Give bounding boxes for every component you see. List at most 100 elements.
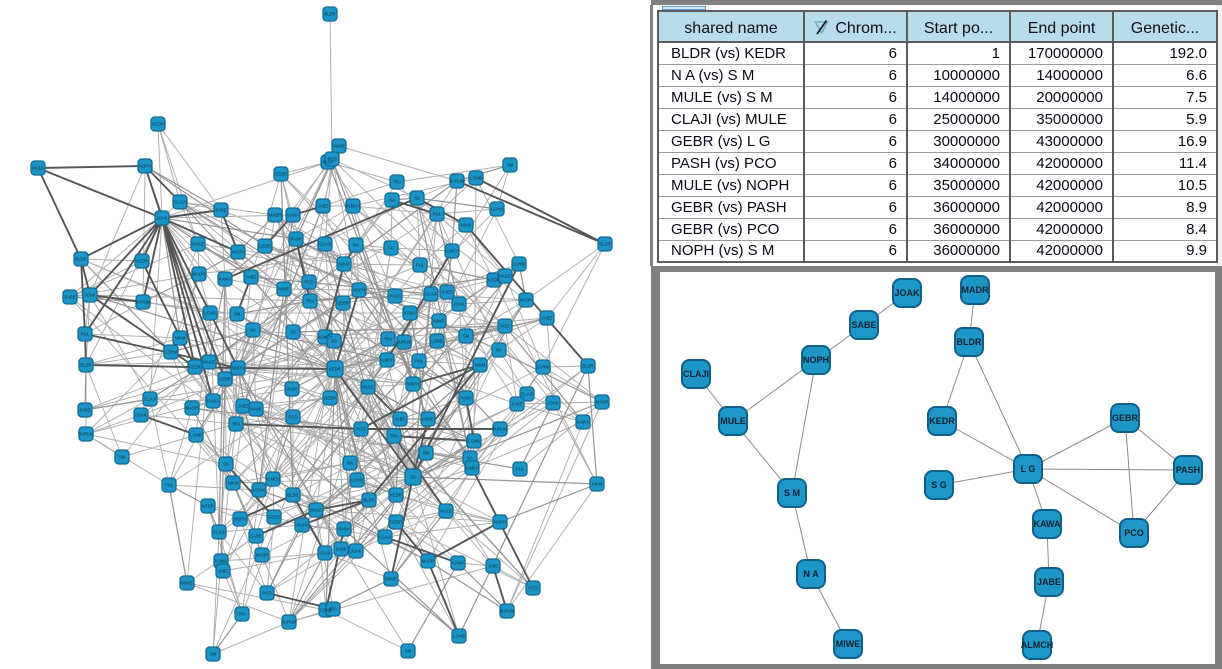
svg-text:JABE: JABE [318, 204, 329, 209]
svg-text:KEDR: KEDR [390, 493, 402, 498]
svg-text:BURUM: BURUM [78, 432, 94, 437]
svg-text:MULE: MULE [203, 360, 215, 365]
svg-text:PASH: PASH [338, 527, 349, 532]
svg-text:N A: N A [803, 569, 819, 579]
svg-text:NIKM: NIKM [475, 363, 486, 368]
svg-text:S M: S M [784, 488, 800, 498]
svg-text:LGNB: LGNB [431, 339, 443, 344]
svg-text:LCHM: LCHM [537, 365, 549, 370]
svg-text:TRA: TRA [306, 299, 315, 304]
svg-text:MADR: MADR [596, 400, 608, 405]
svg-text:BURUM: BURUM [396, 340, 412, 345]
svg-text:KEDR: KEDR [202, 504, 214, 509]
svg-text:PCO: PCO [500, 324, 510, 329]
svg-text:TRA: TRA [384, 337, 393, 342]
svg-text:NA: NA [496, 348, 502, 353]
svg-text:SABE: SABE [335, 547, 346, 552]
svg-text:MULE: MULE [440, 509, 452, 514]
svg-text:PASH: PASH [290, 237, 301, 242]
svg-text:CLAJI: CLAJI [213, 530, 224, 535]
svg-text:BURUM: BURUM [499, 609, 515, 614]
svg-text:JOAK: JOAK [454, 302, 465, 307]
svg-text:GEBR: GEBR [219, 377, 231, 382]
svg-text:SM: SM [405, 649, 412, 654]
svg-text:BURUM: BURUM [492, 427, 508, 432]
svg-text:BLDR: BLDR [324, 12, 335, 17]
svg-text:CLAJI: CLAJI [521, 392, 532, 397]
svg-text:LCHM: LCHM [351, 478, 363, 483]
svg-text:JOAK: JOAK [320, 551, 331, 556]
svg-text:MIWE: MIWE [385, 577, 397, 582]
svg-text:LGNB: LGNB [470, 176, 482, 181]
svg-text:BLDR: BLDR [582, 364, 593, 369]
svg-text:JABE: JABE [218, 569, 229, 574]
svg-text:SABE: SABE [511, 402, 522, 407]
svg-text:PASH: PASH [322, 160, 333, 165]
svg-text:PASH: PASH [389, 294, 400, 299]
svg-text:CLAJI: CLAJI [683, 369, 709, 379]
svg-text:GEBR: GEBR [259, 244, 271, 249]
svg-text:JABE: JABE [488, 564, 499, 569]
svg-text:SM: SM [119, 455, 126, 460]
svg-text:GEBR: GEBR [268, 515, 280, 520]
svg-text:NIKM: NIKM [175, 336, 186, 341]
svg-text:PUL: PUL [415, 359, 424, 364]
svg-text:PCO: PCO [1124, 528, 1144, 538]
svg-text:NA: NA [353, 243, 359, 248]
svg-text:NA: NA [389, 198, 395, 203]
svg-text:PUL: PUL [416, 263, 425, 268]
svg-text:JABE: JABE [542, 316, 553, 321]
svg-text:SM: SM [234, 312, 241, 317]
svg-text:KEDR: KEDR [929, 416, 955, 426]
svg-text:TRA: TRA [238, 612, 247, 617]
svg-text:KAWA: KAWA [219, 277, 231, 282]
svg-text:JABE: JABE [238, 404, 249, 409]
svg-text:JABE: JABE [1037, 577, 1061, 587]
svg-text:SABE: SABE [64, 295, 75, 300]
svg-text:MADR: MADR [520, 298, 532, 303]
svg-text:SABE: SABE [851, 320, 876, 330]
svg-text:BURUM: BURUM [281, 620, 297, 625]
svg-text:LGNB: LGNB [190, 433, 202, 438]
svg-text:NOPH: NOPH [234, 517, 246, 522]
svg-text:MIWE: MIWE [836, 639, 861, 649]
svg-text:MADR: MADR [256, 553, 268, 558]
svg-text:SG: SG [410, 475, 416, 480]
svg-text:SM: SM [210, 652, 217, 657]
svg-text:BLDR: BLDR [80, 363, 91, 368]
svg-text:KAWA: KAWA [404, 311, 416, 316]
svg-text:MULE: MULE [32, 166, 44, 171]
svg-text:MIWE: MIWE [278, 287, 290, 292]
svg-text:TRA: TRA [232, 422, 241, 427]
svg-text:MADR: MADR [193, 272, 205, 277]
svg-text:TRA: TRA [390, 434, 399, 439]
svg-text:SABE: SABE [79, 408, 90, 413]
svg-text:NIKM: NIKM [592, 482, 603, 487]
svg-text:L G: L G [1021, 464, 1036, 474]
svg-text:BLDR: BLDR [75, 257, 86, 262]
svg-text:BURUM: BURUM [449, 179, 465, 184]
svg-text:KEDR: KEDR [189, 365, 201, 370]
svg-text:BLDR: BLDR [957, 337, 982, 347]
svg-text:MIWE: MIWE [250, 407, 262, 412]
svg-text:NOPH: NOPH [803, 355, 829, 365]
svg-text:LCHM: LCHM [165, 350, 177, 355]
svg-text:SG: SG [290, 330, 296, 335]
svg-text:PASH: PASH [296, 523, 307, 528]
svg-text:NOPH: NOPH [494, 520, 506, 525]
svg-text:MULE: MULE [192, 242, 204, 247]
svg-text:LGNB: LGNB [453, 634, 465, 639]
svg-text:LGNB: LGNB [204, 311, 216, 316]
svg-text:NOPH: NOPH [407, 382, 419, 387]
svg-text:NOPH: NOPH [232, 250, 244, 255]
svg-text:SM: SM [423, 451, 430, 456]
svg-text:PASH: PASH [286, 387, 297, 392]
svg-text:MULE: MULE [720, 416, 746, 426]
svg-text:ALMCH: ALMCH [346, 204, 361, 209]
svg-text:CLAJI: CLAJI [144, 397, 155, 402]
svg-text:MIWE: MIWE [433, 319, 445, 324]
svg-text:PUL: PUL [433, 212, 442, 217]
svg-text:JABE: JABE [246, 275, 257, 280]
svg-text:MADR: MADR [962, 285, 989, 295]
svg-text:GEBR: GEBR [324, 396, 336, 401]
